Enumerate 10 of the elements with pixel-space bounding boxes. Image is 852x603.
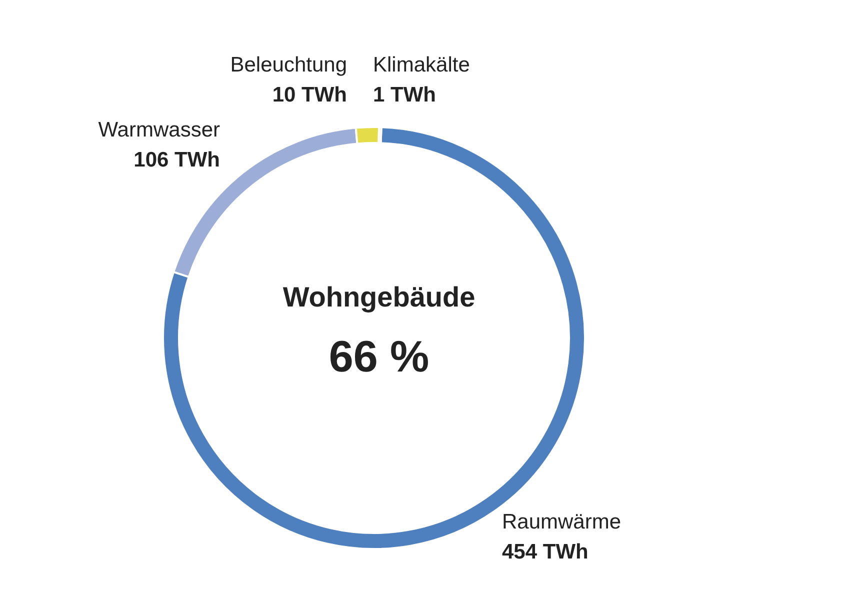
text: Wohngebäude [282, 282, 476, 312]
data-label: 454 TWh [502, 540, 588, 564]
slice-label: Beleuchtung [230, 54, 347, 76]
slice-label: Warmwasser [98, 118, 220, 142]
slice-label: Klimakälte [373, 54, 470, 76]
data-label: 106 TWh [134, 148, 220, 172]
data-label: 1 TWh [373, 84, 436, 106]
slice-label: Raumwärme [502, 510, 622, 534]
data-label: 10 TWh [272, 84, 347, 106]
text: 66 % [328, 332, 430, 382]
